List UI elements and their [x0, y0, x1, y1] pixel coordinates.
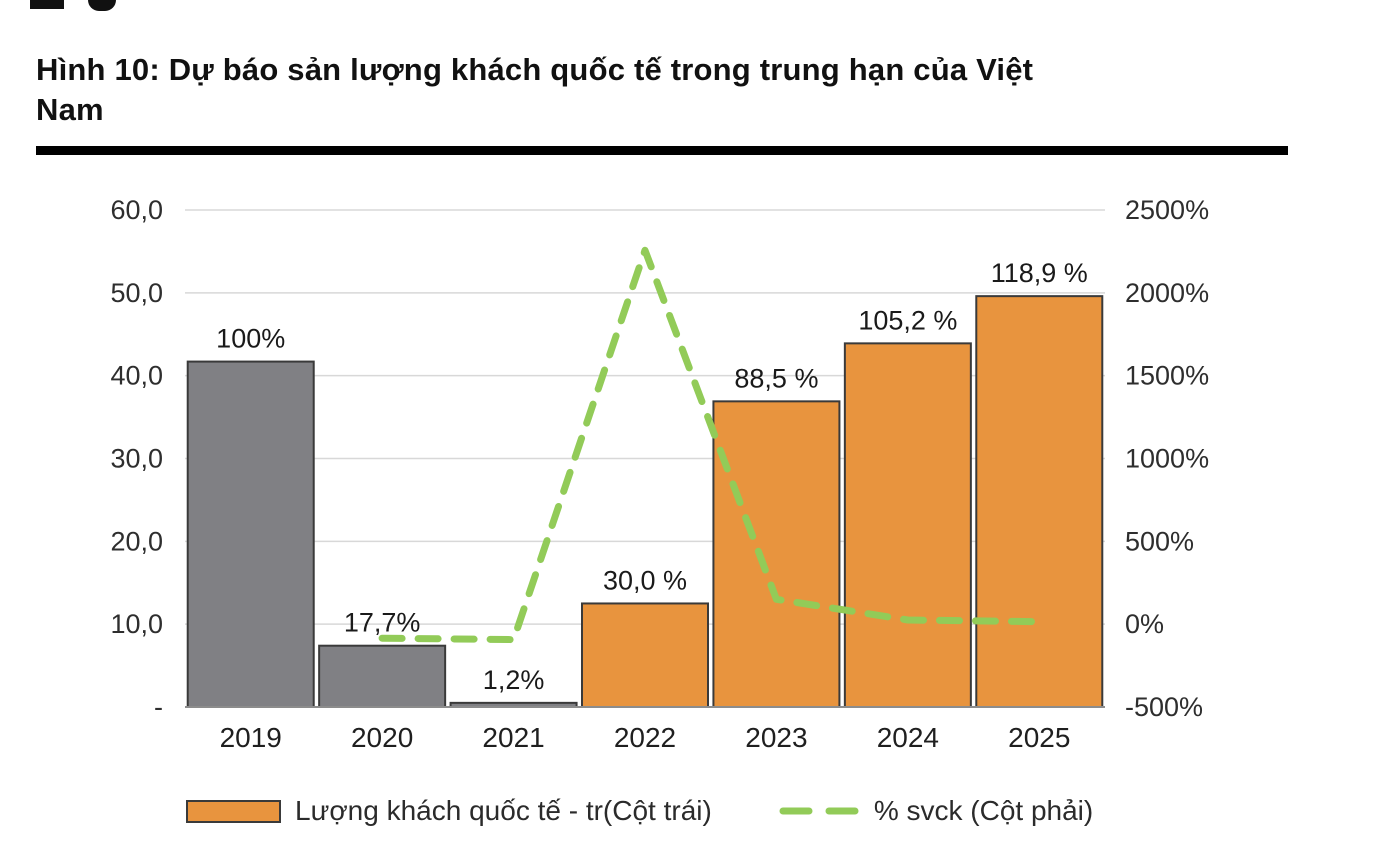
cropped-glyph — [30, 0, 64, 9]
right-axis-tick-label: 1500% — [1125, 361, 1209, 391]
x-axis-label: 2022 — [614, 722, 676, 753]
right-axis-tick-label: 1000% — [1125, 444, 1209, 474]
chart-canvas: - 10,0 20,0 30,0 40,0 50,0 60,0 -500% 0% 500% 1000… — [110, 195, 1209, 753]
bar-value-label: 1,2% — [483, 665, 545, 695]
bar-2022 — [581, 602, 709, 709]
legend-bar-swatch — [186, 799, 281, 823]
right-axis-tick-label: 0% — [1125, 609, 1164, 639]
left-axis-tick-label: 10,0 — [110, 609, 163, 639]
chart-legend: Lượng khách quốc tế - tr(Cột trái) % svc… — [186, 795, 1286, 827]
legend-line-label: % svck (Cột phải) — [873, 795, 1094, 826]
bar-2025 — [975, 295, 1104, 708]
bar-value-label: 17,7% — [344, 608, 421, 638]
bar-2023 — [712, 400, 841, 708]
bar-2024 — [843, 342, 972, 708]
x-axis-label: 2019 — [220, 722, 282, 753]
x-axis-label: 2025 — [1008, 722, 1070, 753]
bar-2019 — [186, 360, 315, 709]
cropped-text-fragment — [30, 0, 150, 12]
left-axis-tick-label: - — [154, 692, 163, 722]
right-axis-tick-label: 500% — [1125, 526, 1194, 556]
legend-line-swatch — [779, 807, 859, 815]
cropped-glyph-g — [88, 0, 116, 11]
title-divider — [36, 146, 1288, 155]
bar-value-label: 88,5 % — [734, 363, 818, 393]
x-axis-label: 2024 — [877, 722, 939, 753]
bar-2020 — [318, 644, 447, 709]
left-axis-tick-label: 30,0 — [110, 444, 163, 474]
x-axis-label: 2021 — [482, 722, 544, 753]
figure-title-line1: Hình 10: Dự báo sản lượng khách quốc tế … — [36, 52, 1034, 87]
x-axis-label: 2023 — [745, 722, 807, 753]
right-axis-tick-label: 2500% — [1125, 195, 1209, 225]
figure-title-line2: Nam — [36, 92, 104, 127]
left-axis-tick-label: 40,0 — [110, 361, 163, 391]
x-axis-label: 2020 — [351, 722, 413, 753]
figure-title: Hình 10: Dự báo sản lượng khách quốc tế … — [36, 50, 1276, 130]
legend-bar-label: Lượng khách quốc tế - tr(Cột trái) — [295, 795, 712, 826]
left-axis-tick-label: 20,0 — [110, 526, 163, 556]
left-axis-tick-label: 50,0 — [110, 278, 163, 308]
bar-value-label: 105,2 % — [858, 305, 957, 335]
right-axis-tick-label: -500% — [1125, 692, 1203, 722]
bar-value-label: 100% — [216, 324, 285, 354]
left-axis-tick-label: 60,0 — [110, 195, 163, 225]
legend-item-bars: Lượng khách quốc tế - tr(Cột trái) — [186, 795, 712, 827]
bar-value-label: 118,9 % — [991, 258, 1088, 288]
right-axis-tick-label: 2000% — [1125, 278, 1209, 308]
legend-item-line: % svck (Cột phải) — [778, 795, 1093, 827]
bar-value-label: 30,0 % — [603, 565, 687, 595]
growth-line — [378, 246, 1043, 644]
